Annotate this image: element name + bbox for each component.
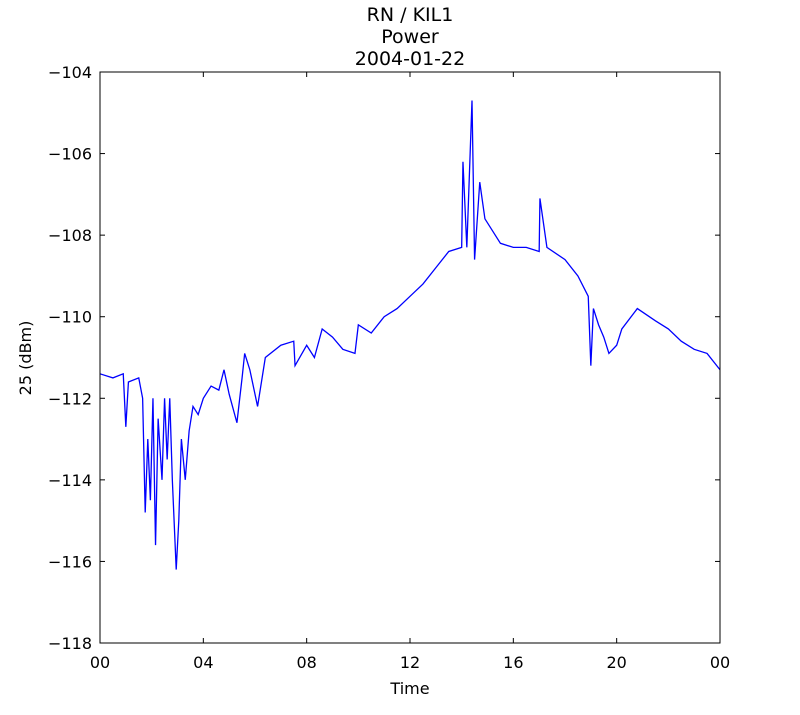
y-tick-label: −106 [48, 145, 92, 164]
x-tick-label: 08 [296, 653, 316, 672]
y-tick-label: −116 [48, 552, 92, 571]
y-axis-label: 25 (dBm) [16, 321, 35, 396]
x-axis-label: Time [389, 679, 429, 698]
chart-title: RN / KIL1 [367, 4, 454, 26]
y-tick-label: −114 [48, 471, 92, 490]
x-tick-label: 16 [503, 653, 523, 672]
y-tick-label: −112 [48, 389, 92, 408]
chart-title: 2004-01-22 [355, 48, 465, 70]
x-tick-label: 04 [193, 653, 213, 672]
x-tick-label: 12 [400, 653, 420, 672]
chart-title: Power [381, 26, 439, 48]
data-line [99, 100, 721, 570]
y-tick-label: −118 [48, 634, 92, 653]
y-tick-label: −110 [48, 308, 92, 327]
plot-frame [99, 71, 721, 644]
x-tick-label: 00 [710, 653, 730, 672]
x-tick-label: 20 [606, 653, 626, 672]
y-tick-label: −104 [48, 63, 92, 82]
y-tick-label: −108 [48, 226, 92, 245]
x-tick-label: 00 [90, 653, 110, 672]
